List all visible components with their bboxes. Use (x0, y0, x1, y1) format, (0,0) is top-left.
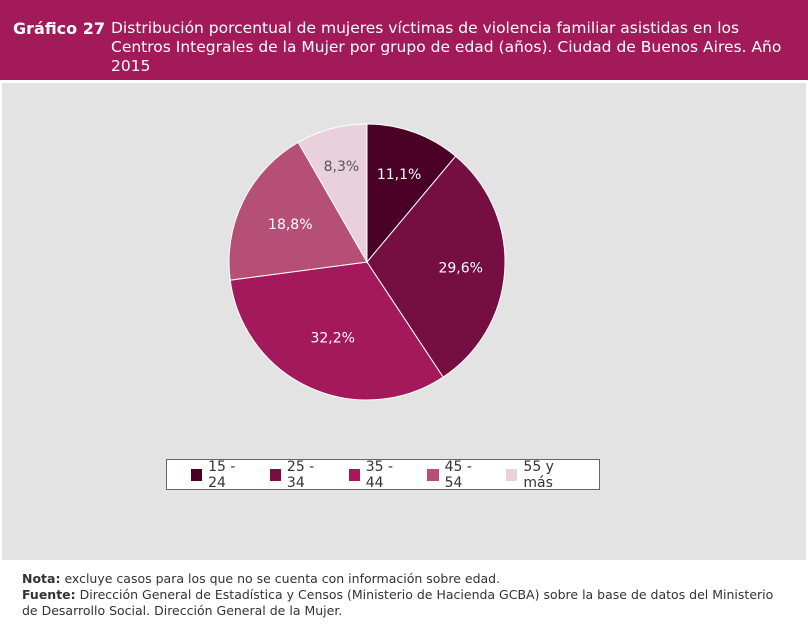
legend-label: 25 - 34 (286, 458, 315, 491)
legend-item: 35 - 44 (348, 458, 412, 491)
legend-item: 15 - 24 (191, 459, 254, 491)
data-label: 32,2% (310, 330, 354, 346)
pie-slice-4 (297, 123, 368, 264)
pie-slice-0 (366, 123, 457, 264)
pie-slice-3 (228, 141, 368, 281)
chart-title: Distribución porcentual de mujeres vícti… (111, 19, 782, 75)
legend: 15 - 24 25 - 34 35 - 44 45 - 54 55 y más (166, 458, 600, 491)
data-label: 11,1% (377, 167, 421, 183)
pie-slice-1 (366, 155, 506, 378)
legend-label: 55 y más (523, 458, 554, 491)
legend-swatch (506, 468, 518, 481)
legend-item: 55 y más (506, 459, 583, 491)
legend-label: 45 - 54 (444, 458, 472, 491)
nota-label: Nota: (22, 571, 61, 586)
chart-header: Gráfico 27 Distribución porcentual de mu… (0, 0, 808, 82)
pie-slice-2 (229, 261, 444, 401)
data-label: 29,6% (438, 260, 482, 276)
chart-number: Gráfico 27 (13, 19, 105, 38)
legend-item: 25 - 34 (269, 458, 333, 491)
legend-swatch (269, 468, 281, 481)
legend-swatch (191, 468, 203, 481)
legend-item: 45 - 54 (427, 459, 490, 491)
data-label: 18,8% (268, 217, 312, 233)
legend-swatch (427, 468, 439, 481)
fuente-label: Fuente: (22, 587, 76, 602)
nota-text: excluye casos para los que no se cuenta … (60, 571, 501, 586)
notes: Nota: excluye casos para los que no se c… (22, 571, 792, 619)
data-label: 8,3% (324, 159, 360, 175)
fuente-text: Dirección General de Estadística y Censo… (22, 587, 774, 618)
legend-swatch (348, 468, 360, 481)
legend-label: 15 - 24 (208, 458, 236, 491)
legend-label: 35 - 44 (365, 458, 394, 491)
